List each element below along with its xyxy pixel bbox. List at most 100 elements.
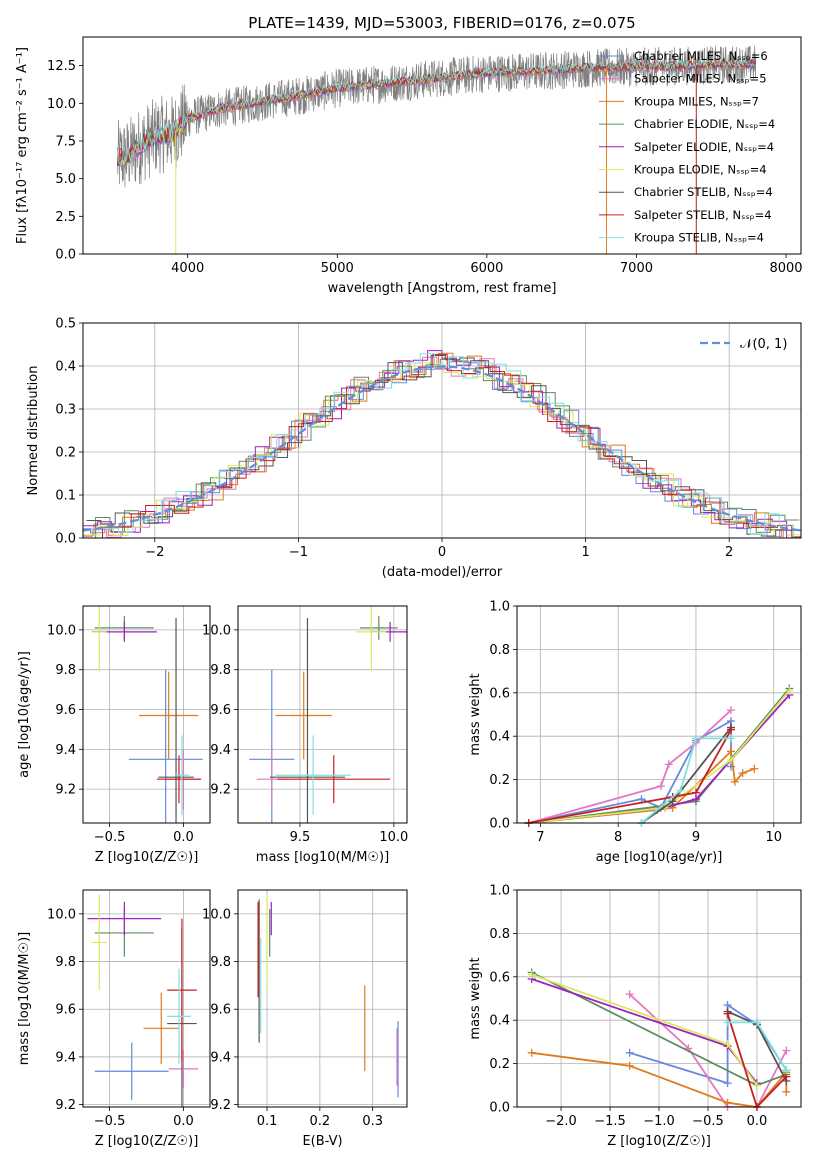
- series-marker: [726, 747, 735, 756]
- series-marker: [691, 788, 700, 797]
- y-tick-label: 2.5: [55, 210, 76, 225]
- y-tick-label: 9.6: [210, 703, 231, 718]
- plot-frame: [516, 889, 802, 1108]
- spectrum-data-line: [117, 45, 757, 188]
- x-tick-label: 8: [614, 830, 622, 845]
- y-tick-label: 9.2: [210, 1098, 231, 1113]
- plot-frame: [237, 605, 408, 824]
- y-tick-label: 0.4: [489, 730, 510, 745]
- series-marker: [782, 1046, 791, 1055]
- x-tick-label: −0.5: [94, 1114, 126, 1129]
- y-axis-label: age [log10(age/yr)]: [17, 651, 32, 778]
- histogram-step-line: [86, 355, 801, 537]
- series-marker: [527, 1048, 536, 1057]
- errorbar-point: [360, 615, 398, 640]
- x-tick-label: 0.0: [173, 830, 194, 845]
- y-tick-label: 0.2: [489, 1057, 510, 1072]
- series-marker: [664, 760, 673, 769]
- x-tick-label: 0.3: [362, 1114, 383, 1129]
- series-marker: [750, 764, 759, 773]
- series-marker: [676, 786, 685, 795]
- x-tick-label: 0.0: [173, 1114, 194, 1129]
- spectrum-axes: 4000 5000 6000 7000 8000 0.0 2.5 5.0 7.5 10.0 12.5…: [15, 47, 803, 296]
- y-tick-label: 9.4: [55, 1050, 76, 1065]
- errorbar-point: [356, 606, 387, 672]
- x-axis-label: (data-model)/error: [382, 565, 503, 580]
- y-tick-label: 0.2: [55, 446, 76, 461]
- plot-frame: [82, 322, 802, 539]
- x-tick-label: −1.0: [643, 1114, 675, 1129]
- x-tick-label: −1.5: [594, 1114, 626, 1129]
- x-axis-label: age [log10(age/yr)]: [596, 850, 723, 865]
- series-marker: [723, 1018, 732, 1027]
- errorbar-point: [156, 755, 202, 804]
- y-tick-label: 9.4: [210, 1050, 231, 1065]
- histogram-step-line: [83, 350, 801, 538]
- series-marker: [782, 1066, 791, 1075]
- series-marker: [726, 756, 735, 765]
- errorbar-point: [143, 992, 179, 1065]
- series-marker: [738, 769, 747, 778]
- series-marker: [726, 734, 735, 743]
- plot-frame: [237, 889, 408, 1108]
- legend-entry: Chabrier ELODIE, Nₛₛₚ=4: [634, 117, 775, 131]
- y-tick-label: 9.8: [210, 955, 231, 970]
- series-marker: [723, 1040, 732, 1049]
- y-tick-label: 0.0: [55, 532, 76, 547]
- legend-entry: Kroupa MILES, Nₛₛₚ=7: [634, 94, 759, 108]
- series-marker: [625, 990, 634, 999]
- x-tick-label: −1: [289, 545, 308, 560]
- y-axis-label: mass weight: [468, 673, 483, 755]
- errorbar-point: [277, 755, 391, 804]
- legend-entry: Chabrier STELIB, Nₛₛₚ=4: [634, 185, 773, 199]
- x-tick-label: 1: [581, 545, 589, 560]
- series-marker: [752, 1018, 761, 1027]
- series-marker: [691, 734, 700, 743]
- legend-entry: Salpeter STELIB, Nₛₛₚ=4: [634, 208, 772, 222]
- series-marker: [785, 686, 794, 695]
- legend-entry: Salpeter ELODIE, Nₛₛₚ=4: [634, 140, 774, 154]
- mass_vs_Z-axes: −0.5 0.0 9.2 9.4 9.6 9.8 10.0 Z [log10(Z/Z☉)] ma…: [17, 890, 210, 1149]
- y-tick-label: 1.0: [489, 884, 510, 899]
- x-tick-label: −0.5: [94, 830, 126, 845]
- errorbar-point: [275, 671, 332, 760]
- y-tick-label: 10.0: [47, 97, 76, 112]
- y-tick-label: 10.0: [47, 907, 76, 922]
- y-tick-label: 12.5: [47, 59, 76, 74]
- y-axis-label: mass [log10(M/M☉)]: [17, 932, 32, 1065]
- y-tick-label: 9.8: [55, 955, 76, 970]
- errorbar-point: [269, 617, 346, 823]
- y-tick-label: 7.5: [55, 134, 76, 149]
- plot-frame: [82, 605, 211, 824]
- series-line: [640, 737, 731, 823]
- y-tick-label: 10.0: [47, 623, 76, 638]
- y-tick-label: 0.6: [489, 686, 510, 701]
- figure-title: PLATE=1439, MJD=53003, FIBERID=0176, z=0…: [248, 14, 635, 32]
- plot-frame: [82, 889, 211, 1108]
- x-axis-label: E(B-V): [302, 1134, 342, 1149]
- x-tick-label: 8000: [769, 261, 802, 276]
- y-tick-label: 5.0: [55, 172, 76, 187]
- series-marker: [723, 1098, 732, 1107]
- x-tick-label: −0.5: [692, 1114, 724, 1129]
- errorbar-point: [91, 894, 107, 991]
- y-tick-label: 1.0: [489, 600, 510, 615]
- x-axis-label: Z [log10(Z/Z☉)]: [95, 850, 199, 865]
- x-tick-label: 5000: [321, 261, 354, 276]
- series-marker: [625, 1048, 634, 1057]
- x-tick-label: −2.0: [545, 1114, 577, 1129]
- x-axis-label: Z [log10(Z/Z☉)]: [95, 1134, 199, 1149]
- series-line: [628, 993, 788, 1107]
- y-tick-label: 9.4: [210, 743, 231, 758]
- series-line: [726, 1013, 787, 1107]
- y-tick-label: 0.0: [489, 1101, 510, 1116]
- spectrum-model-line: [116, 58, 756, 166]
- y-tick-label: 0.8: [489, 927, 510, 942]
- x-axis-label: Z [log10(Z/Z☉)]: [607, 1134, 711, 1149]
- plot-frame: [516, 605, 802, 824]
- errorbar-point: [275, 735, 351, 816]
- series-marker: [730, 777, 739, 786]
- series-marker: [752, 1081, 761, 1090]
- y-axis-label: mass weight: [468, 957, 483, 1039]
